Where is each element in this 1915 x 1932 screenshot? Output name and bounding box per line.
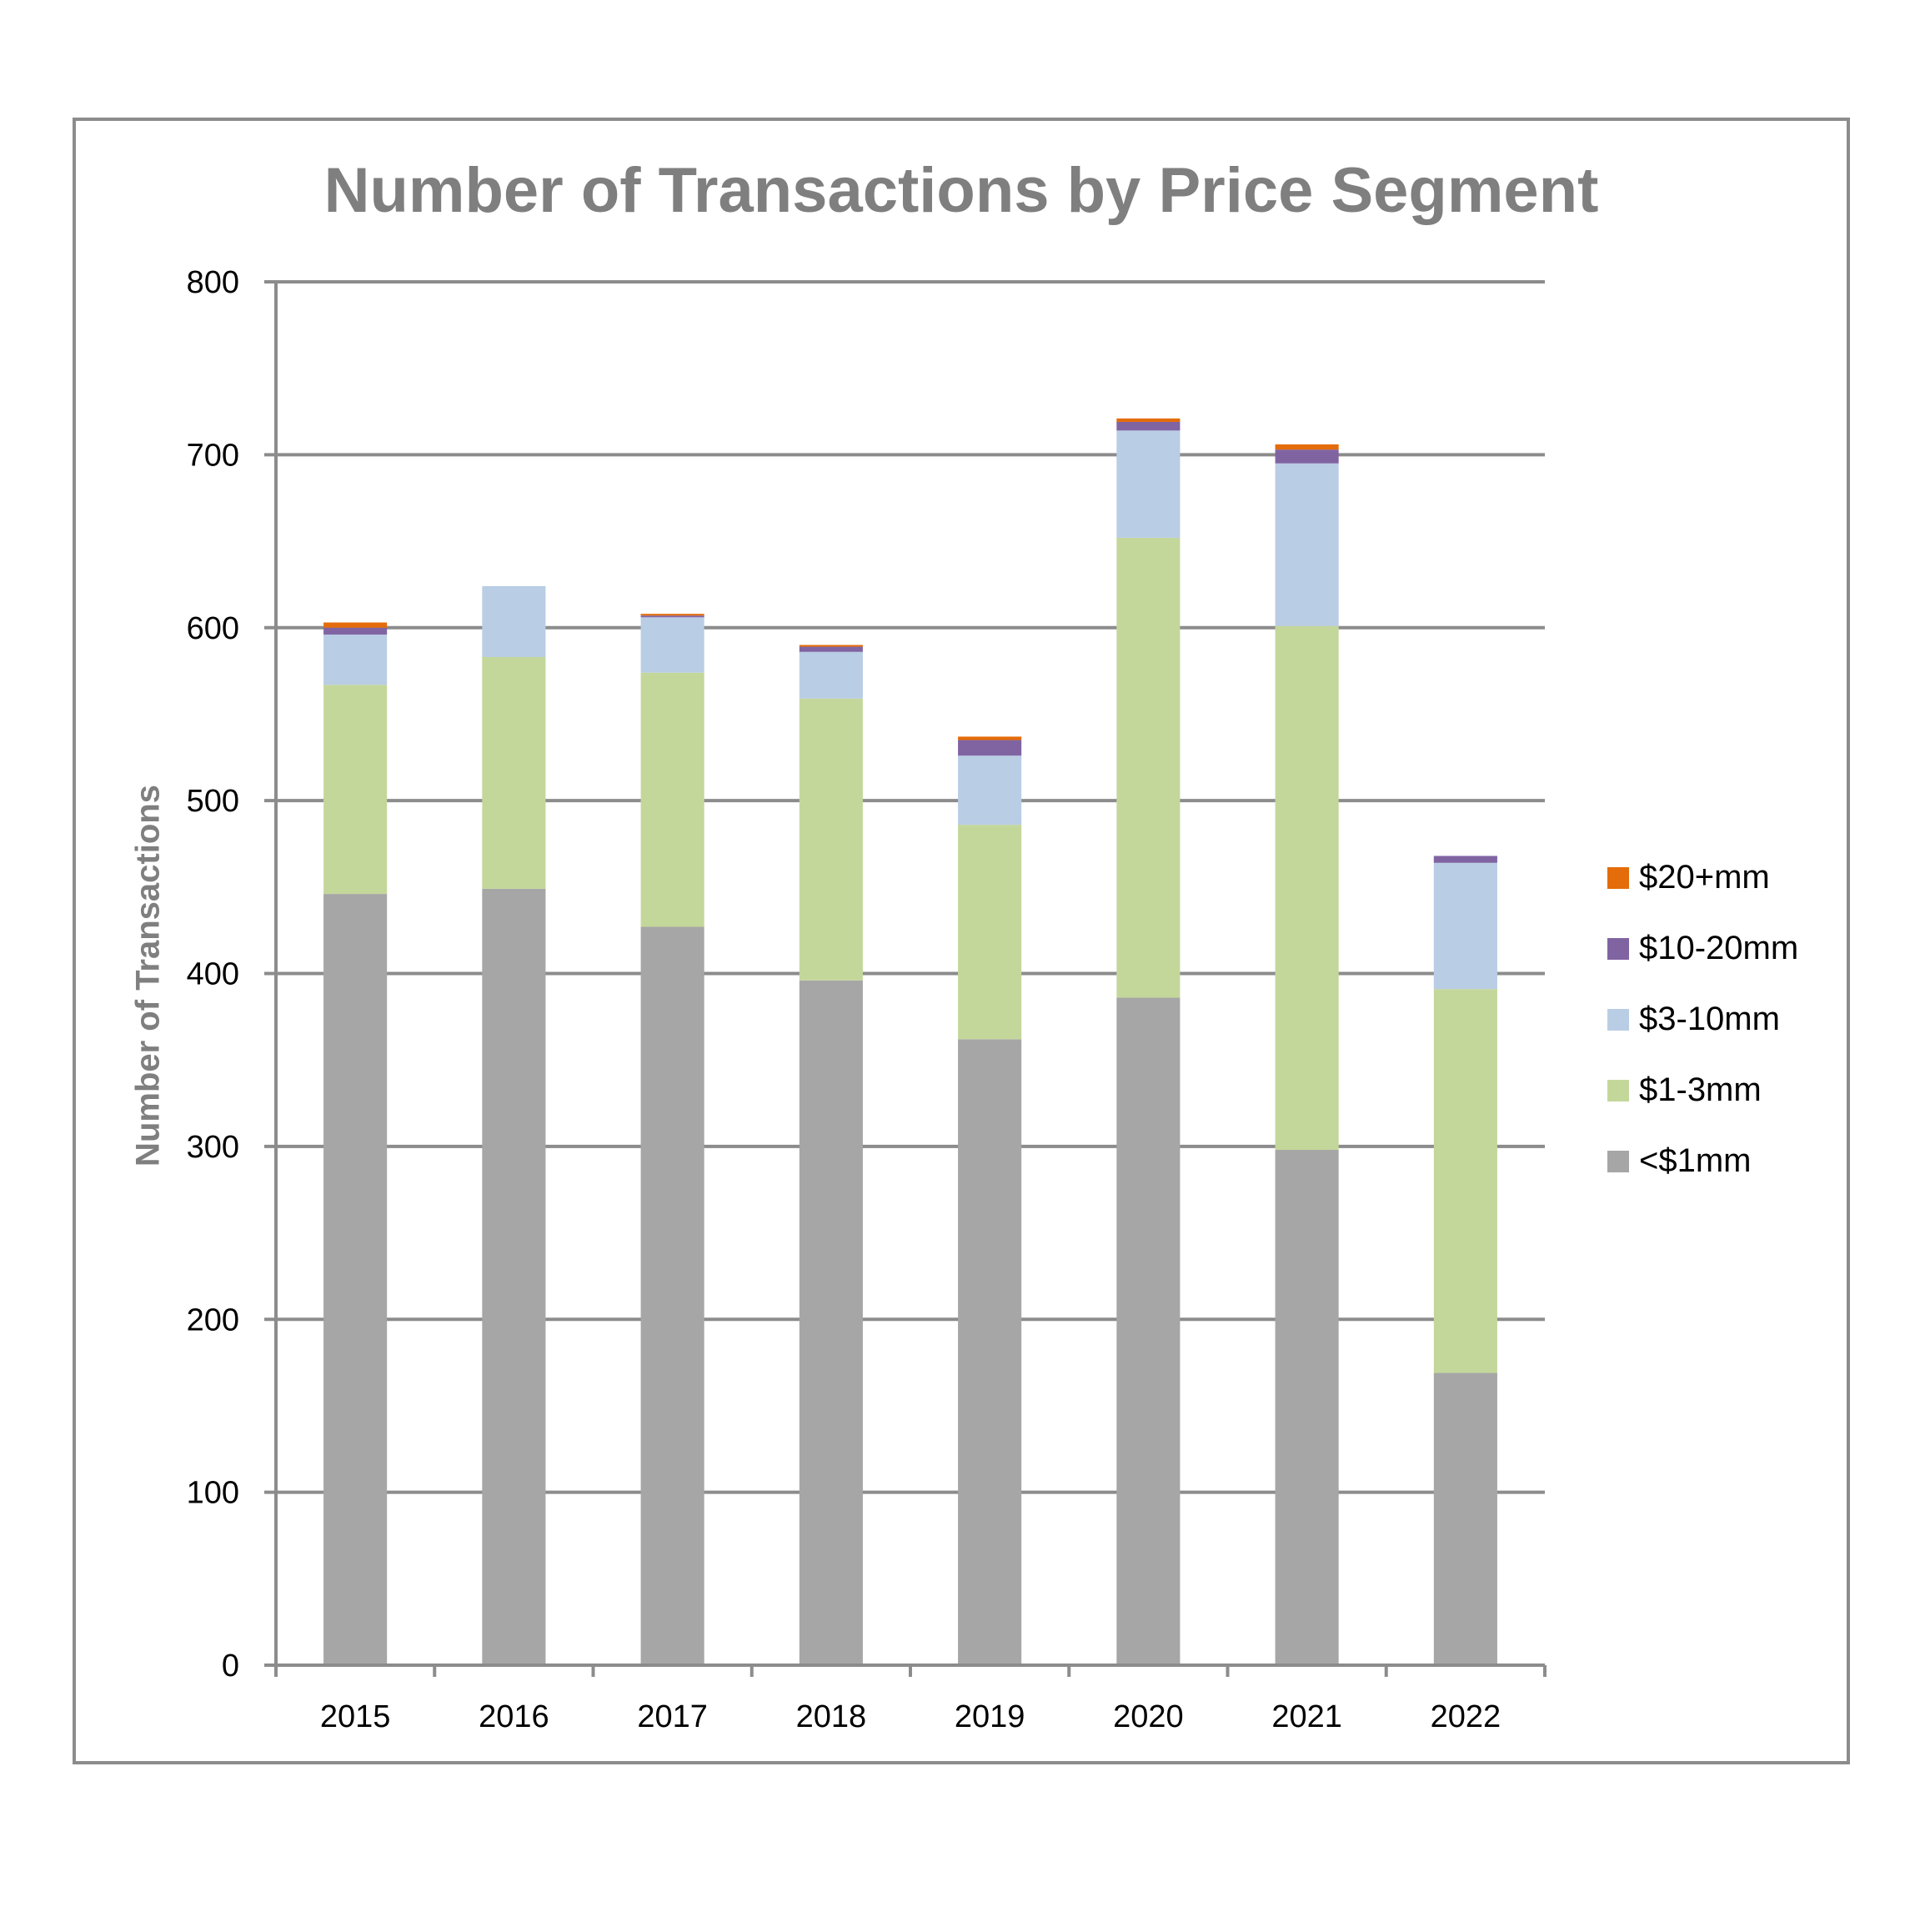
bar-segment <box>640 615 704 618</box>
y-tick-label: 400 <box>187 957 239 992</box>
bar-segment <box>799 698 863 981</box>
legend-item: $3-10mm <box>1607 984 1798 1055</box>
bar-segment <box>1433 862 1497 990</box>
bar-segment <box>640 617 704 673</box>
bar-segment <box>1433 989 1497 1373</box>
legend-swatch <box>1607 1079 1629 1101</box>
bar-segment <box>1275 449 1339 464</box>
bar-segment <box>1433 1372 1497 1665</box>
legend-label: $20+mm <box>1639 859 1770 896</box>
bar-segment <box>323 627 388 635</box>
bar-segment <box>1275 444 1339 450</box>
bar-segment <box>958 736 1022 740</box>
legend-label: $1-3mm <box>1639 1071 1762 1108</box>
x-tick-label: 2020 <box>1113 1699 1184 1734</box>
x-tick-label: 2022 <box>1431 1699 1501 1734</box>
bar-segment <box>799 980 863 1665</box>
chart-title: Number of Transactions by Price Segment <box>323 155 1599 226</box>
legend-item: $1-3mm <box>1607 1055 1798 1126</box>
legend-swatch <box>1607 937 1629 960</box>
bar-segment <box>1275 1150 1339 1665</box>
legend-swatch <box>1607 1008 1629 1031</box>
bar-segment <box>640 614 704 616</box>
bar-segment <box>958 1039 1022 1665</box>
tick-labels: 0 100 200 300 400 500 600 700 800 2015 2016 2017 201… <box>187 265 1501 1734</box>
bar-segment <box>482 585 546 658</box>
legend-label: $3-10mm <box>1639 1001 1780 1037</box>
legend: $20+mm $10-20mm $3-10mm $1-3mm <$1mm <box>1607 842 1798 1197</box>
bar-segment <box>1433 856 1497 863</box>
bar-segment <box>1275 463 1339 626</box>
y-tick-label: 800 <box>187 265 239 300</box>
bars <box>323 418 1497 1665</box>
x-tick-label: 2018 <box>796 1699 867 1734</box>
y-tick-label: 700 <box>187 438 239 473</box>
chart-frame <box>73 118 1850 1764</box>
bar-segment <box>1275 625 1339 1151</box>
bar-segment <box>640 926 704 1665</box>
bar-segment <box>1116 421 1181 431</box>
x-tick-label: 2019 <box>955 1699 1025 1734</box>
y-tick-label: 300 <box>187 1130 239 1165</box>
bar-segment <box>958 755 1022 825</box>
bar-segment <box>482 657 546 889</box>
bar-segment <box>958 740 1022 756</box>
bar-segment <box>799 645 863 647</box>
bar-segment <box>1116 537 1181 998</box>
x-tick-label: 2015 <box>320 1699 391 1734</box>
y-tick-label: 0 <box>222 1648 239 1684</box>
x-tick-label: 2017 <box>637 1699 708 1734</box>
bar-segment <box>1116 997 1181 1665</box>
legend-item: $10-20mm <box>1607 913 1798 984</box>
y-tick-label: 500 <box>187 784 239 819</box>
bar-segment <box>323 894 388 1665</box>
y-tick-label: 100 <box>187 1476 239 1511</box>
bar-segment <box>323 685 388 895</box>
y-tick-label: 200 <box>187 1302 239 1337</box>
bar-segment <box>323 635 388 685</box>
x-tick-label: 2016 <box>479 1699 549 1734</box>
legend-swatch <box>1607 866 1629 889</box>
legend-label: <$1mm <box>1639 1142 1752 1179</box>
y-tick-label: 600 <box>187 611 239 646</box>
bar-segment <box>799 651 863 699</box>
legend-item: <$1mm <box>1607 1126 1798 1197</box>
bar-segment <box>1116 418 1181 422</box>
bar-segment <box>1116 430 1181 538</box>
bar-segment <box>482 888 546 1665</box>
bar-segment <box>323 622 388 628</box>
legend-item: $20+mm <box>1607 842 1798 913</box>
legend-swatch <box>1607 1150 1629 1172</box>
bar-segment <box>958 825 1022 1040</box>
bar-segment <box>799 646 863 652</box>
bar-segment <box>640 672 704 927</box>
x-tick-label: 2021 <box>1271 1699 1342 1734</box>
axes <box>264 280 1547 1677</box>
gridlines <box>276 280 1545 1494</box>
legend-label: $10-20mm <box>1639 930 1799 966</box>
